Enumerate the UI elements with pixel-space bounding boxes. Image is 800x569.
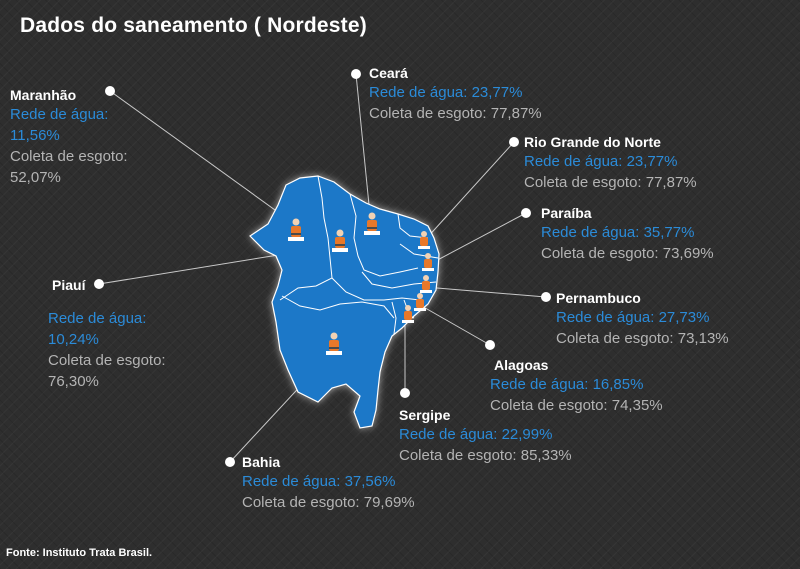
sewage-collection-value: Coleta de esgoto: 77,87% xyxy=(524,174,697,191)
connector-paraiba xyxy=(429,212,527,265)
label-alagoas: Alagoas Rede de água: 16,85% Coleta de e… xyxy=(490,356,663,416)
connector-rgn xyxy=(424,141,515,241)
water-network-value: Rede de água: 37,56% xyxy=(242,473,396,490)
state-name: Pernambuco xyxy=(556,290,641,306)
sewage-collection-value: Coleta de esgoto: 73,69% xyxy=(541,245,714,262)
worker-icon xyxy=(414,293,426,311)
state-name: Rio Grande do Norte xyxy=(524,134,661,150)
state-name: Sergipe xyxy=(399,407,451,423)
label-piaui-values: Rede de água: 10,24% Coleta de esgoto: 7… xyxy=(48,308,198,392)
northeast-map xyxy=(249,175,440,429)
state-name: Bahia xyxy=(242,454,281,470)
water-network-value: Rede de água: 16,85% xyxy=(490,376,644,393)
water-network-value: Rede de água: 23,77% xyxy=(524,153,678,170)
label-dots xyxy=(94,69,551,467)
state-name: Paraíba xyxy=(541,205,592,221)
northeast-region-shape xyxy=(249,175,440,429)
worker-icon xyxy=(364,212,380,235)
water-network-value: Rede de água: 27,73% xyxy=(556,309,710,326)
dot-piaui xyxy=(94,279,104,289)
dot-sergipe xyxy=(400,388,410,398)
label-bahia: Bahia Rede de água: 37,56% Coleta de esg… xyxy=(242,453,415,513)
connector-ceara xyxy=(355,73,371,216)
sewage-collection-value: Coleta de esgoto: 74,35% xyxy=(490,397,663,414)
page-title: Dados do saneamento ( Nordeste) xyxy=(20,14,367,37)
sewage-collection-value: Coleta de esgoto: 52,07% xyxy=(10,148,128,186)
worker-icon xyxy=(402,305,414,323)
connector-pernambuco xyxy=(424,286,547,298)
water-network-value: Rede de água: 11,56% xyxy=(10,106,109,144)
connector-alagoas xyxy=(419,304,491,346)
dot-bahia xyxy=(225,457,235,467)
state-name: Ceará xyxy=(369,65,408,81)
dot-ceara xyxy=(351,69,361,79)
source-credit: Fonte: Instituto Trata Brasil. xyxy=(6,547,153,559)
dot-rgn xyxy=(509,137,519,147)
dot-paraiba xyxy=(521,208,531,218)
label-sergipe: Sergipe Rede de água: 22,99% Coleta de e… xyxy=(399,406,572,466)
label-rgn: Rio Grande do Norte Rede de água: 23,77%… xyxy=(524,133,697,193)
water-network-value: Rede de água: 23,77% xyxy=(369,84,523,101)
dot-alagoas xyxy=(485,340,495,350)
sewage-collection-value: Coleta de esgoto: 77,87% xyxy=(369,105,542,122)
label-pernambuco: Pernambuco Rede de água: 27,73% Coleta d… xyxy=(556,289,729,349)
label-maranhao: Maranhão Rede de água: 11,56% Coleta de … xyxy=(10,86,160,188)
state-name: Alagoas xyxy=(494,357,549,373)
label-piaui-name: Piauí xyxy=(52,276,85,294)
sewage-collection-value: Coleta de esgoto: 73,13% xyxy=(556,330,729,347)
water-network-value: Rede de água: 22,99% xyxy=(399,426,553,443)
worker-icon xyxy=(326,332,342,355)
label-paraiba: Paraíba Rede de água: 35,77% Coleta de e… xyxy=(541,204,714,264)
sewage-collection-value: Coleta de esgoto: 76,30% xyxy=(48,352,166,390)
worker-icon xyxy=(332,229,348,252)
water-network-value: Rede de água: 10,24% xyxy=(48,310,147,348)
dot-maranhao xyxy=(105,86,115,96)
worker-markers xyxy=(288,212,434,355)
connector-maranhao xyxy=(109,90,301,229)
worker-icon xyxy=(420,275,432,293)
worker-icon xyxy=(288,218,304,241)
dot-pernambuco xyxy=(541,292,551,302)
label-ceara: Ceará Rede de água: 23,77% Coleta de esg… xyxy=(369,64,542,124)
worker-icon xyxy=(418,231,430,249)
state-borders xyxy=(279,175,439,335)
state-name: Piauí xyxy=(52,277,86,293)
state-name: Maranhão xyxy=(10,87,77,103)
sewage-collection-value: Coleta de esgoto: 85,33% xyxy=(399,447,572,464)
water-network-value: Rede de água: 35,77% xyxy=(541,224,695,241)
connector-lines xyxy=(98,73,547,463)
worker-icon xyxy=(422,253,434,271)
sewage-collection-value: Coleta de esgoto: 79,69% xyxy=(242,494,415,511)
